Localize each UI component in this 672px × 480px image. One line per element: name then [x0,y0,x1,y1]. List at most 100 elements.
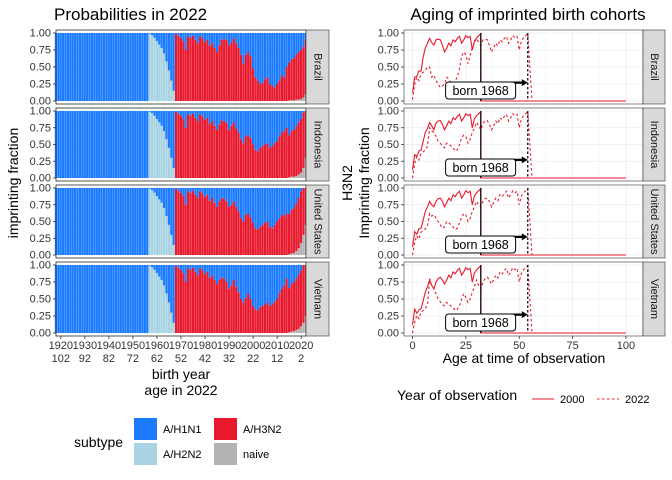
bar-segment-h1 [105,111,108,178]
bar-segment-h1 [81,33,84,101]
bar-segment-h3 [278,293,281,333]
bar-segment-h1 [136,265,139,333]
legend-title: subtype [74,434,123,450]
bar-segment-h3 [191,267,195,333]
line-2000 [411,32,626,102]
bar-segment-h3 [225,201,228,255]
bar-segment-h1 [148,33,151,34]
bar-segment-h1 [95,33,98,101]
bar-segment-h3 [275,141,279,178]
bar-segment-h1 [242,188,245,222]
bar-segment-h1 [177,188,180,191]
bar-segment-h3 [201,116,204,178]
bar-segment-h2 [148,111,151,178]
bar-segment-h1 [273,111,276,144]
bar-segment-h1 [105,33,108,101]
bar-segment-h1 [95,111,98,178]
left-y-axis-title: imprinting fraction [5,128,21,239]
bar-segment-h1 [90,265,94,333]
bar-segment-h1 [57,33,60,101]
bar-segment-h3 [199,36,202,101]
bar-segment-h1 [90,188,94,255]
bar-segment-nv [292,252,295,255]
bar-segment-h3 [280,132,283,178]
bar-segment-h3 [239,299,243,333]
bar-segment-h3 [201,270,204,333]
bar-segment-h1 [266,265,269,303]
bar-segment-h1 [215,188,219,207]
bar-segment-h3 [232,279,235,333]
bar-segment-h1 [223,111,226,122]
bar-segment-h3 [196,275,199,333]
bar-segment-h1 [263,188,267,223]
bar-segment-h2 [155,196,158,255]
bar-segment-h3 [280,288,283,333]
bar-segment-h3 [261,82,264,101]
y-tick-label: 1.00 [30,28,51,40]
bar-segment-h1 [220,188,223,199]
bar-segment-h1 [225,111,228,124]
bar-segment-h3 [235,128,238,178]
bar-segment-h3 [194,117,197,178]
bar-segment-h3 [292,282,295,331]
y-tick-label: 0.75 [378,45,399,57]
bar-segment-h3 [215,206,219,255]
x-tick-label: 1970 [169,340,193,352]
bar-segment-h1 [117,111,120,178]
bar-segment-h1 [189,111,192,116]
bar-segment-h3 [220,277,223,333]
bar-segment-h1 [239,33,243,55]
bar-segment-h1 [86,33,89,101]
bar-segment-h3 [297,52,300,100]
bar-segment-h1 [71,188,74,255]
bar-segment-h1 [290,265,293,285]
bar-segment-h2 [162,208,166,255]
bar-segment-h1 [107,33,110,101]
bar-segment-h1 [299,33,303,50]
bar-segment-h1 [215,111,219,130]
facet-label: Indonesia [648,121,660,170]
bar-segment-h3 [251,305,255,333]
bar-segment-h3 [292,58,295,101]
bar-segment-nv [290,176,293,178]
bar-segment-h1 [66,33,70,101]
bar-segment-h3 [275,84,279,101]
line-2000 [411,187,626,256]
bar-segment-h3 [244,136,247,178]
bar-segment-h1 [131,33,134,101]
bar-segment-nv [295,250,298,255]
bar-segment-h3 [189,115,192,178]
bar-segment-h3 [182,41,185,101]
bar-segment-h1 [271,265,274,305]
bar-segment-h1 [177,111,180,114]
bar-segment-h1 [230,111,233,126]
bar-segment-h3 [297,274,300,329]
bar-segment-h3 [249,56,252,101]
legend-label: naive [243,449,269,461]
x-tick-label-age: 72 [127,353,139,365]
bar-segment-h3 [280,75,283,101]
bar-segment-h1 [218,265,221,280]
bar-segment-h3 [251,68,255,101]
bar-segment-h2 [167,302,170,333]
bar-segment-h1 [98,111,101,178]
bar-segment-h1 [129,111,132,178]
bar-segment-h1 [179,33,183,38]
bar-segment-h1 [83,33,86,101]
bar-segment-h1 [134,33,137,101]
legend-label: A/H1N1 [163,424,202,436]
bar-segment-h1 [287,111,291,136]
facet-label: Vietnam [312,279,324,319]
bar-segment-h1 [88,33,91,101]
bar-segment-h3 [187,191,190,255]
bar-segment-h1 [290,33,293,60]
bar-segment-h1 [114,111,118,178]
bar-segment-h1 [62,188,65,255]
bar-segment-h1 [271,188,274,229]
bar-segment-h1 [223,265,226,279]
bar-segment-h1 [88,188,91,255]
bar-segment-h2 [162,285,166,333]
bar-segment-h3 [285,67,288,101]
bar-segment-h3 [297,122,300,175]
y-tick-label: 0.00 [378,173,399,185]
